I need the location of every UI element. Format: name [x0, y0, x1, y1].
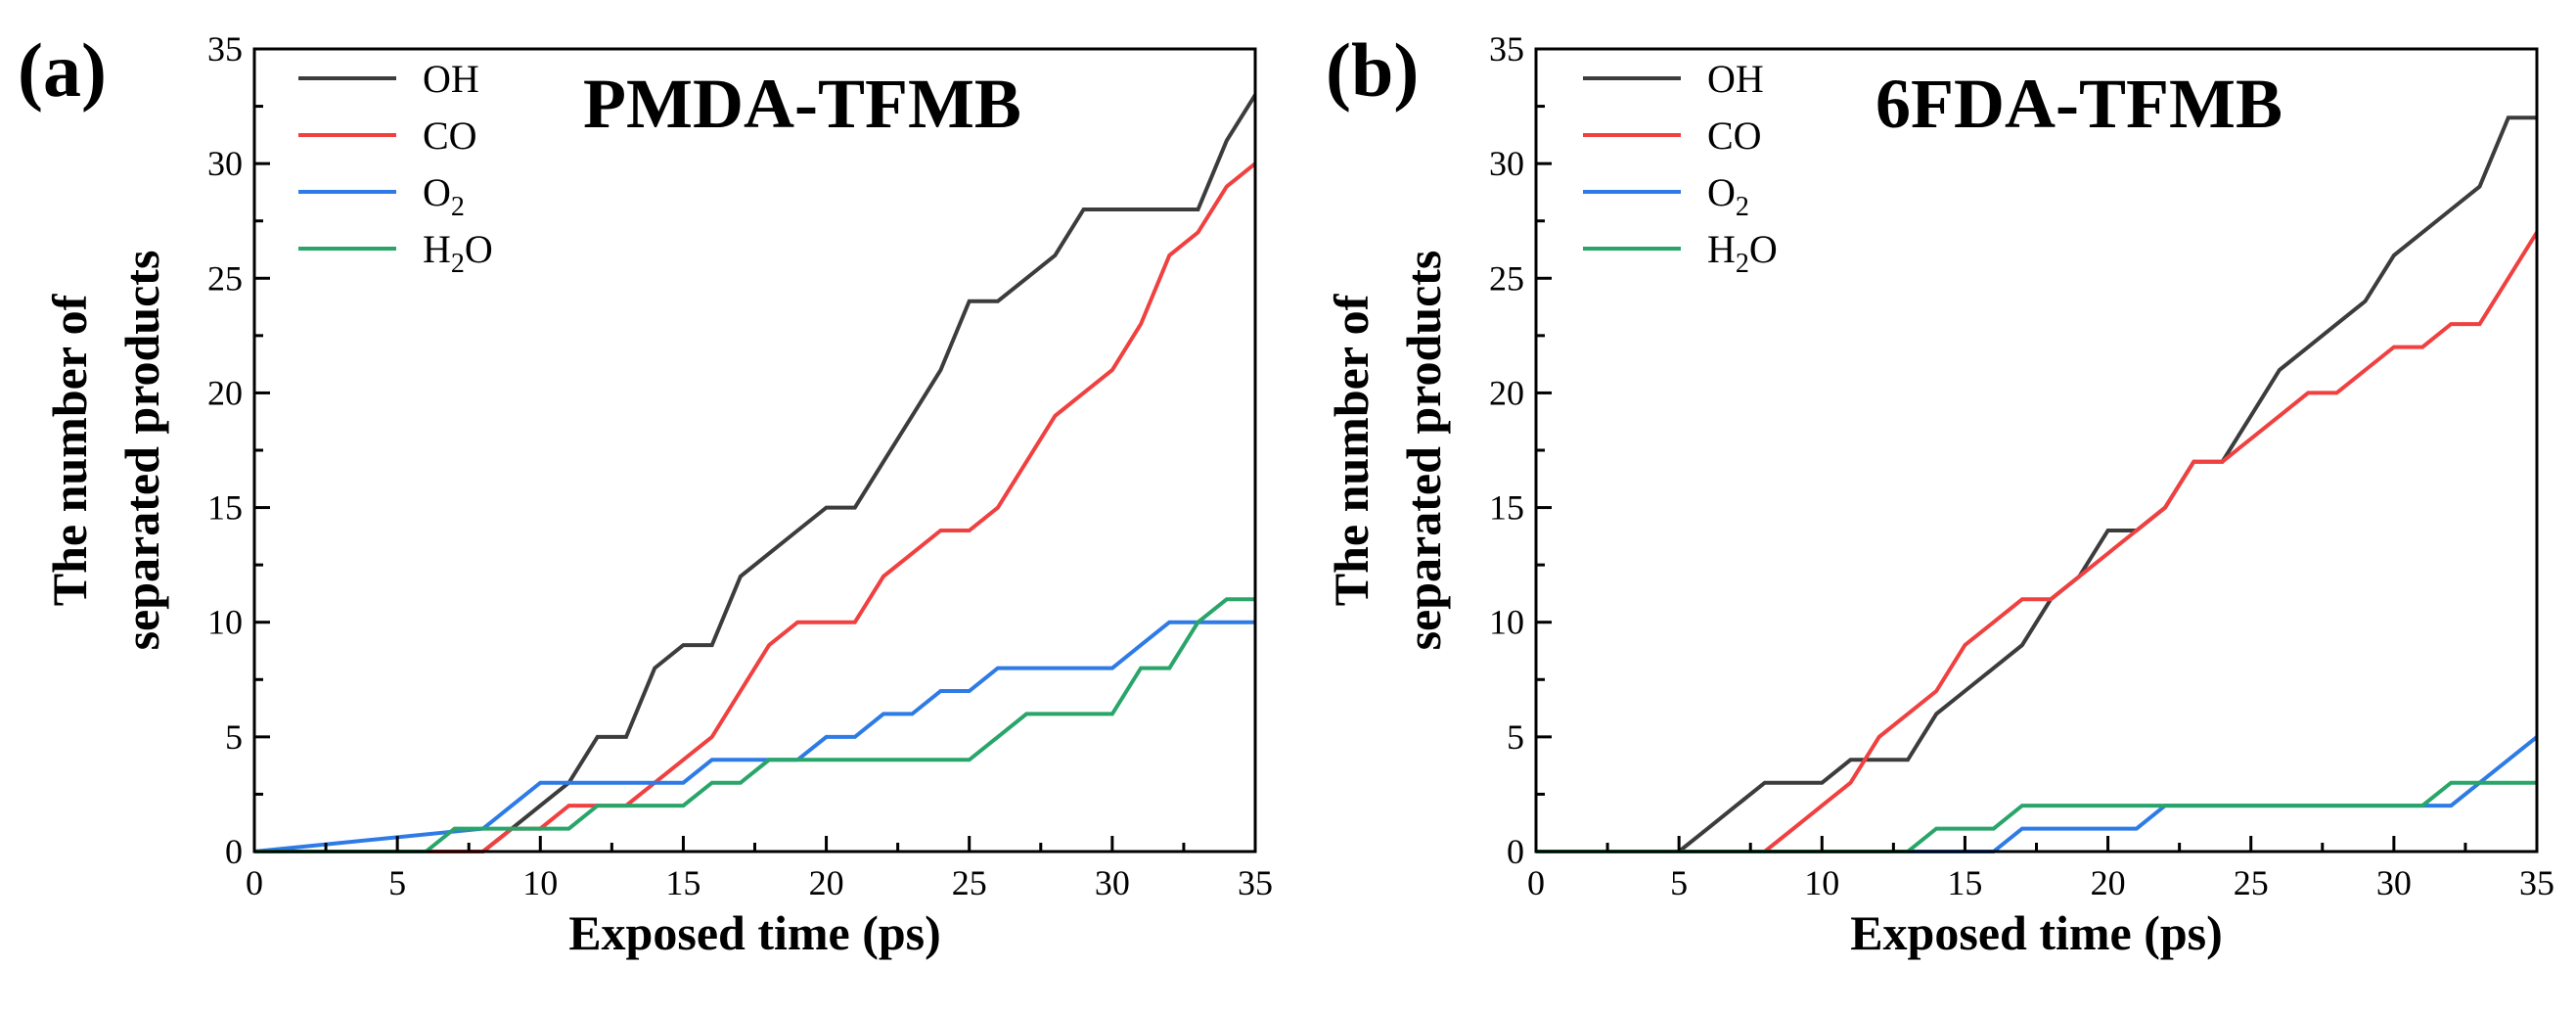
y-tick-label: 5	[1507, 717, 1524, 757]
series-line-o2	[1536, 735, 2539, 854]
x-tick-label: 10	[522, 863, 558, 902]
y-axis-label-line-2: separated products	[114, 251, 169, 651]
x-axis-label: Exposed time (ps)	[568, 905, 941, 960]
y-tick-label: 35	[207, 29, 243, 69]
y-tick-label: 30	[207, 144, 243, 183]
chart-title: 6FDA-TFMB	[1876, 65, 2282, 143]
legend-label-oh: OH	[1707, 57, 1764, 101]
x-tick-label: 20	[2091, 863, 2126, 902]
legend-label-co: CO	[1707, 114, 1762, 158]
panel-label: (a)	[18, 27, 107, 113]
series-line-o2	[253, 620, 1255, 854]
y-tick-label: 10	[207, 603, 243, 642]
x-tick-label: 5	[388, 863, 406, 902]
series-line-oh	[254, 93, 1257, 854]
x-tick-label: 0	[246, 863, 263, 902]
chart-panel-0: (a) 0 5 10 15 20 25 30 35 0 5 10 15 20 25 30 35 Exposed t…	[18, 27, 1273, 960]
y-tick-label: 25	[1489, 258, 1524, 298]
x-tick-label: 20	[809, 863, 844, 902]
y-tick-label: 20	[1489, 373, 1524, 412]
legend-label-h2o: H2O	[1707, 227, 1778, 279]
plot-frame	[252, 47, 1257, 854]
y-tick-label: 0	[225, 832, 243, 871]
x-tick-label: 30	[2376, 863, 2412, 902]
legend-label-h2o: H2O	[423, 227, 493, 279]
legend-label-o2: O2	[423, 170, 465, 222]
legend-label-co: CO	[423, 114, 477, 158]
y-axis-label-line-1: The number of	[42, 293, 97, 606]
y-tick-label: 30	[1489, 144, 1524, 183]
y-tick-label: 35	[1489, 29, 1524, 69]
y-tick-label: 5	[225, 717, 243, 757]
y-tick-label: 10	[1489, 603, 1524, 642]
y-axis-label-line-2: separated products	[1396, 251, 1451, 651]
x-tick-label: 10	[1804, 863, 1839, 902]
x-tick-label: 35	[1238, 863, 1273, 902]
y-tick-label: 0	[1507, 832, 1524, 871]
x-tick-label: 30	[1095, 863, 1130, 902]
x-tick-label: 0	[1527, 863, 1545, 902]
series-line-h2o	[1536, 780, 2537, 854]
x-axis-label: Exposed time (ps)	[1850, 905, 2223, 960]
y-tick-label: 15	[1489, 488, 1524, 528]
series-line-oh	[1536, 115, 2537, 854]
chart-panel-1: (b) 0 5 10 15 20 25 30 35 0 5 10 15 20 25 30 35 Exposed t…	[1324, 27, 2554, 960]
series-line-co	[1536, 231, 2539, 854]
legend-label-o2: O2	[1707, 170, 1749, 222]
y-tick-label: 20	[207, 373, 243, 412]
series-line-h2o	[254, 597, 1255, 854]
legend-label-oh: OH	[423, 57, 479, 101]
x-tick-label: 15	[665, 863, 700, 902]
y-tick-label: 15	[207, 488, 243, 528]
panel-label: (b)	[1326, 27, 1419, 113]
plot-frame	[1534, 47, 2539, 854]
x-tick-label: 25	[952, 863, 987, 902]
series-line-co	[254, 161, 1257, 854]
y-axis-label-line-1: The number of	[1324, 293, 1378, 606]
x-tick-label: 25	[2234, 863, 2269, 902]
x-tick-label: 5	[1670, 863, 1688, 902]
x-tick-label: 35	[2519, 863, 2554, 902]
chart-title: PMDA-TFMB	[583, 65, 1021, 143]
y-tick-label: 25	[207, 258, 243, 298]
x-tick-label: 15	[1947, 863, 1982, 902]
